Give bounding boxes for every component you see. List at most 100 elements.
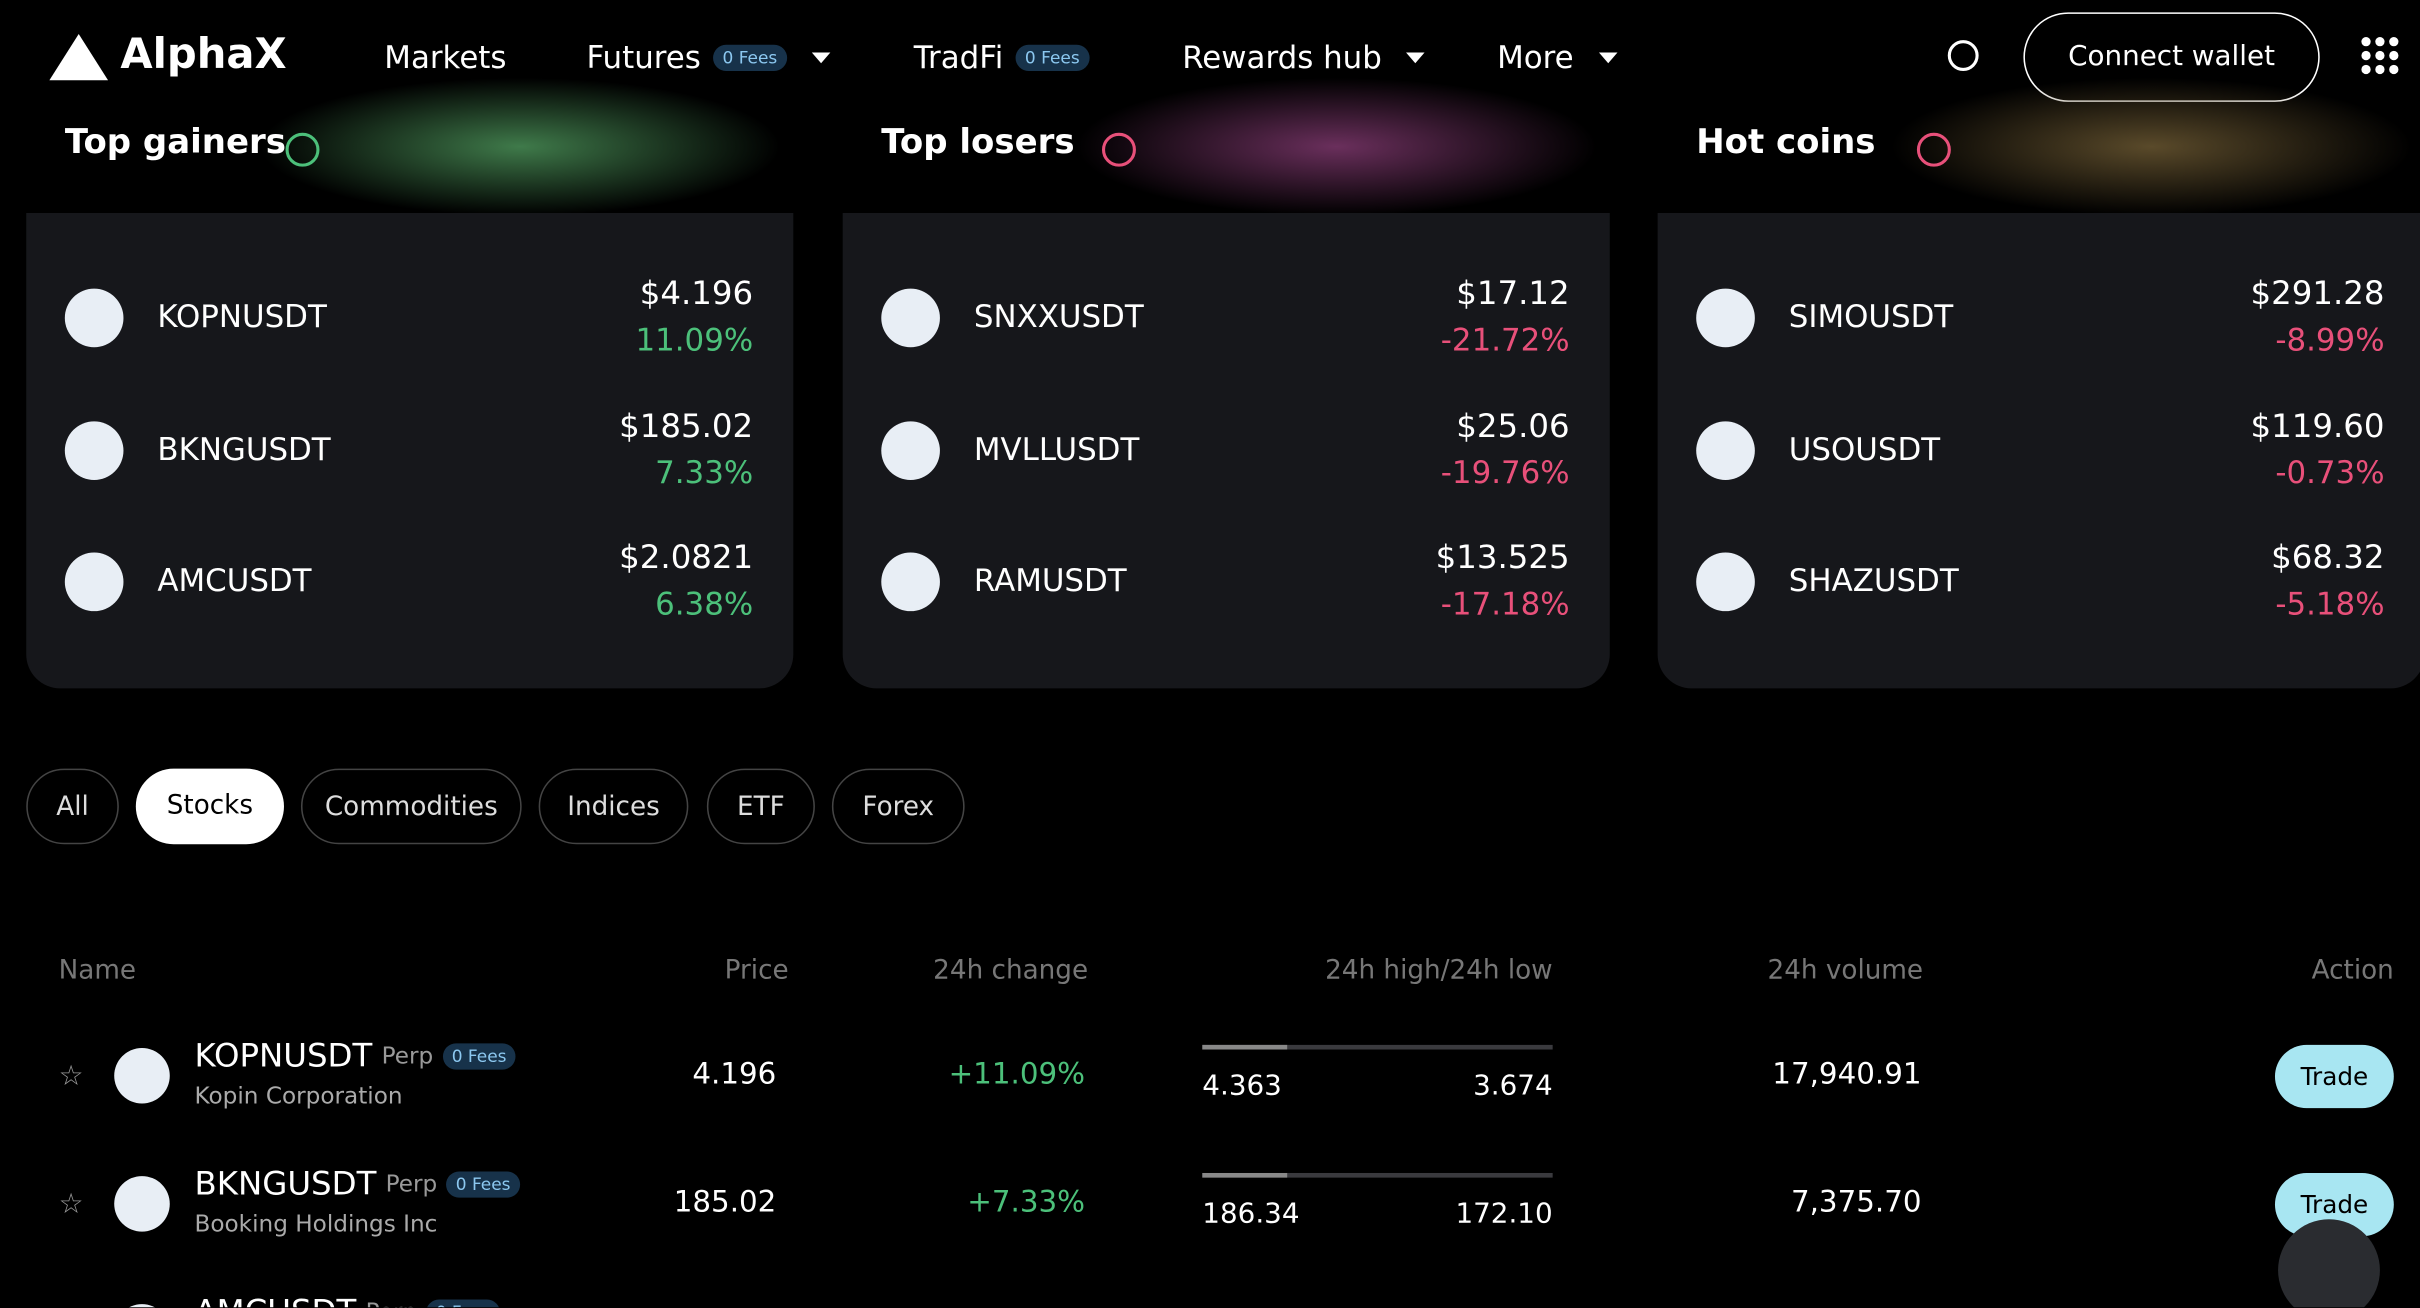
tab[interactable]: Forex [831,768,965,845]
nav-item[interactable]: Markets [384,34,506,80]
low: 3.674 [1473,1069,1553,1102]
card [26,212,794,689]
column-header[interactable]: Price [724,955,789,987]
card-glow [1074,77,1599,217]
badge: 0 Fees [1015,43,1089,71]
dot [2389,64,2399,75]
coin-icon [881,420,940,480]
nav-item[interactable]: Rewards hub [1182,34,1426,80]
range-bar [1202,1172,1553,1178]
name-line: AMCUSDT Perp 0 Fees [194,1293,500,1308]
column-header[interactable]: 24h change [933,955,1089,987]
coin-icon [114,1176,170,1232]
star-icon[interactable]: ☆ [58,1188,84,1221]
tab[interactable]: ETF [706,768,815,845]
trade-button[interactable]: Trade [2274,1044,2394,1109]
card-glow [1889,77,2414,217]
contract-type: Perp [366,1298,418,1307]
price: $185.02 [619,406,754,444]
nav-item[interactable]: More [1497,34,1617,80]
card-title: Top gainers [64,123,286,163]
contract-type: Perp [381,1041,434,1070]
star-icon[interactable]: ☆ [58,1060,84,1093]
price: $68.32 [2271,538,2385,576]
column-header[interactable]: 24h volume [1767,955,1924,987]
column-header: 24h high/24h low [1325,955,1553,987]
price: $291.28 [2250,274,2385,312]
coin-icon [1696,420,1755,480]
card [1657,212,2420,689]
symbol: KOPNUSDT [194,1037,373,1075]
column-header[interactable]: Name [58,955,137,987]
chat-button[interactable] [2278,1219,2380,1308]
coin-icon [1696,552,1755,612]
dot [2375,37,2385,47]
coin-icon [1696,288,1755,348]
coin-icon [881,552,940,612]
symbol: RAMUSDT [973,561,1127,599]
price: $2.0821 [619,538,754,576]
nav-label: Markets [384,38,507,76]
symbol: SNXXUSDT [973,297,1144,335]
card-title-icon [285,132,320,167]
card-title: Hot coins [1696,123,1876,163]
change: +11.09% [948,1057,1086,1092]
coin-icon [114,1304,170,1308]
card-title-icon [1101,132,1136,167]
low: 172.10 [1455,1197,1553,1231]
nav-label: More [1497,38,1574,76]
change: -0.73% [2275,452,2385,491]
volume: 7,375.70 [1790,1185,1922,1220]
symbol: BKNGUSDT [157,429,331,467]
change: 6.38% [655,584,754,622]
dot [2361,64,2371,75]
symbol: AMCUSDT [157,561,312,599]
change: -19.76% [1440,452,1570,491]
symbol: USOUSDT [1788,429,1941,467]
card [842,212,1610,689]
tab[interactable]: All [26,768,119,845]
price: $119.60 [2250,406,2385,444]
change: 11.09% [635,321,754,359]
apps-icon[interactable] [2361,37,2401,77]
high: 4.363 [1202,1069,1282,1102]
symbol: SIMOUSDT [1788,297,1954,335]
volume: 17,940.91 [1772,1057,1922,1092]
name-line: KOPNUSDT Perp 0 Fees [194,1037,516,1075]
search-icon[interactable] [1947,40,1979,71]
range-bar [1202,1044,1553,1050]
coin-icon [881,288,940,348]
card-glow [257,77,783,217]
badge: 0 Fees [426,1298,500,1308]
price: $13.525 [1435,538,1570,576]
nav-label: Rewards hub [1182,38,1382,76]
symbol: BKNGUSDT [194,1165,377,1203]
symbol: SHAZUSDT [1788,561,1959,599]
tab[interactable]: Indices [538,768,689,845]
price: 4.196 [692,1057,777,1092]
range-fill [1202,1044,1288,1050]
change: 7.33% [655,452,754,491]
badge: 0 Fees [713,43,787,71]
badge: 0 Fees [446,1170,520,1197]
coin-icon [64,552,124,612]
tab[interactable]: Stocks [135,768,284,845]
nav-item[interactable]: Futures 0 Fees [586,34,830,80]
price: $4.196 [639,274,754,312]
range-fill [1202,1172,1288,1178]
caret [811,51,830,63]
card-title: Top losers [881,123,1075,163]
price: $17.12 [1456,274,1570,312]
dot [2389,37,2399,47]
column-header: Action [2311,955,2394,987]
logo-icon [49,33,109,81]
card-title-icon [1916,132,1951,167]
change: -8.99% [2275,321,2385,359]
nav-item[interactable]: TradFi 0 Fees [914,34,1089,80]
change: +7.33% [967,1185,1086,1220]
dot [2389,50,2399,61]
badge: 0 Fees [442,1042,516,1069]
tab[interactable]: Commodities [300,768,522,845]
change: -5.18% [2275,584,2385,622]
change: -21.72% [1440,321,1570,359]
